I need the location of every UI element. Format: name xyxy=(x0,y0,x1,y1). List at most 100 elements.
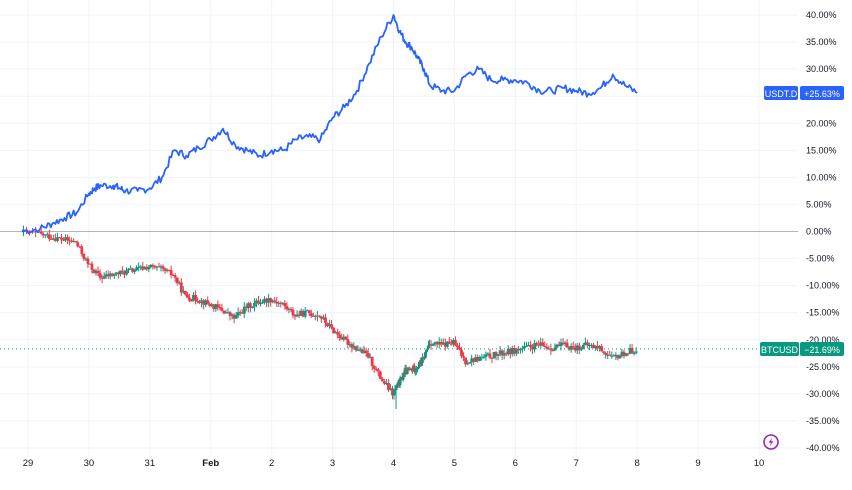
candle-body xyxy=(480,356,484,358)
candle-body xyxy=(573,347,577,351)
candle-body xyxy=(590,344,593,346)
candle-body xyxy=(175,277,179,284)
candle-body xyxy=(220,307,224,311)
candle-body xyxy=(630,347,634,353)
btcusd-candles xyxy=(22,225,638,410)
candle-body xyxy=(594,345,597,349)
candle-body xyxy=(165,269,169,271)
y-tick-label: 15.00% xyxy=(806,145,837,155)
candle-body xyxy=(263,298,266,303)
candle-body xyxy=(171,274,175,276)
candle-body xyxy=(565,342,569,348)
candle-body xyxy=(273,300,277,302)
candle-body xyxy=(496,354,500,356)
candle-body xyxy=(230,314,234,316)
candle-body xyxy=(322,317,325,319)
candle-body xyxy=(596,345,599,349)
usdt-d-line xyxy=(21,14,638,235)
candle-body xyxy=(330,324,333,328)
candle-body xyxy=(420,362,423,364)
candle-body xyxy=(279,302,283,304)
usdt-d-value: +25.63% xyxy=(804,89,840,99)
candle-body xyxy=(84,258,88,260)
candle-body xyxy=(177,282,181,284)
candle-body xyxy=(234,315,238,319)
candle-body xyxy=(131,268,134,272)
candle-body xyxy=(281,303,285,305)
candle-body xyxy=(98,273,102,278)
candle-body xyxy=(39,231,43,234)
x-tick-label: 4 xyxy=(391,458,396,469)
candle-body xyxy=(43,234,47,236)
candle-body xyxy=(149,265,153,268)
candle-body xyxy=(417,361,421,367)
candle-body xyxy=(116,272,120,275)
candle-body xyxy=(488,353,492,358)
candle-body xyxy=(287,308,291,310)
candle-body xyxy=(368,356,372,358)
candle-body xyxy=(342,336,346,340)
candle-body xyxy=(614,355,618,357)
candle-body xyxy=(58,237,61,239)
x-tick-label: 9 xyxy=(695,458,700,469)
candle-body xyxy=(100,277,104,279)
candle-body xyxy=(427,345,430,349)
candle-body xyxy=(428,344,431,346)
candle-body xyxy=(555,344,559,348)
candle-body xyxy=(110,273,114,276)
candle-body xyxy=(259,303,262,305)
candle-body xyxy=(242,306,246,314)
candle-body xyxy=(512,348,516,354)
candle-body xyxy=(196,300,199,302)
candle-body xyxy=(395,384,399,388)
candle-body xyxy=(447,341,451,344)
candle-body xyxy=(413,370,417,372)
candle-body xyxy=(293,315,297,317)
candle-body xyxy=(531,346,534,350)
candle-body xyxy=(529,344,532,347)
candle-body xyxy=(41,233,45,236)
candle-body xyxy=(514,348,518,354)
candle-body xyxy=(424,351,427,358)
candle-body xyxy=(527,344,530,346)
candle-body xyxy=(456,345,459,348)
x-tick-label: Feb xyxy=(202,458,219,469)
candle-body xyxy=(324,317,327,323)
candle-body xyxy=(402,372,406,377)
candle-body xyxy=(510,348,514,355)
candle-body xyxy=(445,341,449,347)
usdt-d-value-tag xyxy=(800,86,844,100)
candle-body xyxy=(543,346,547,348)
bolt-icon[interactable] xyxy=(763,434,779,450)
candle-body xyxy=(277,302,281,304)
candle-body xyxy=(328,324,331,327)
candle-body xyxy=(626,353,630,355)
x-tick-label: 5 xyxy=(452,458,457,469)
candle-body xyxy=(104,274,108,277)
candle-body xyxy=(392,390,396,396)
candle-body xyxy=(521,348,524,350)
candle-body xyxy=(161,266,165,269)
btcusd-name: BTCUSD xyxy=(761,345,799,355)
candle-body xyxy=(618,355,622,359)
candle-body xyxy=(604,352,608,355)
candle-body xyxy=(454,340,457,346)
candle-body xyxy=(47,234,51,239)
candle-body xyxy=(31,231,34,233)
candle-body xyxy=(271,300,275,303)
y-tick-label: -5.00% xyxy=(806,254,835,264)
candle-body xyxy=(261,302,264,304)
candle-body xyxy=(482,356,486,358)
candle-body xyxy=(549,348,553,351)
candle-body xyxy=(214,304,218,309)
candle-body xyxy=(141,266,145,270)
candle-body xyxy=(56,237,59,241)
candle-body xyxy=(155,266,159,268)
candle-body xyxy=(127,269,130,271)
candle-body xyxy=(123,271,126,275)
candle-body xyxy=(628,347,632,354)
candle-body xyxy=(592,344,595,349)
candle-body xyxy=(452,340,455,345)
